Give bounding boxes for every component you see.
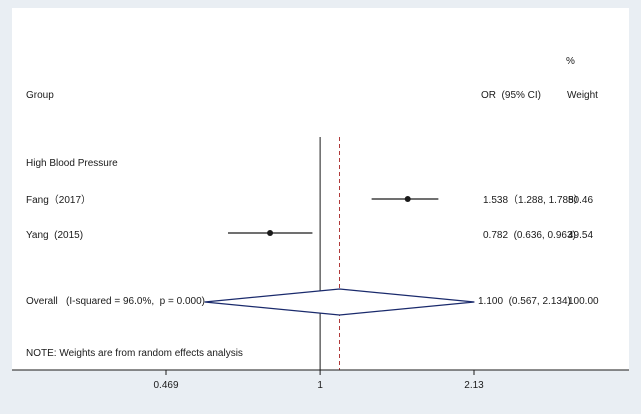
estimate-header: OR (95% CI): [481, 90, 541, 101]
overall-diamond: [204, 288, 475, 316]
study-label: Yang (2015): [26, 230, 83, 241]
study-ci-text: 0.782 (0.636, 0.963): [483, 230, 576, 241]
study-weight: 50.46: [568, 195, 593, 206]
study-ci-text: 1.538（1.288, 1.788）: [483, 194, 584, 206]
weight-header-percent: %: [566, 56, 575, 67]
x-axis-ticks: 0.469 1 2.13: [153, 370, 484, 391]
study-point: [267, 230, 274, 236]
footnote: NOTE: Weights are from random effects an…: [26, 348, 243, 359]
study-weight: 49.54: [568, 230, 593, 241]
subgroup-label: High Blood Pressure: [26, 158, 118, 169]
study-label: Fang（2017）: [26, 194, 91, 206]
x-tick-label: 0.469: [153, 380, 178, 391]
x-tick-label: 1: [317, 380, 323, 391]
overall-weight: 100.00: [568, 296, 599, 307]
group-header: Group: [26, 90, 54, 101]
study-point: [404, 196, 411, 202]
x-tick-label: 2.13: [464, 380, 484, 391]
weight-header: Weight: [567, 90, 598, 101]
overall-ci-text: 1.100 (0.567, 2.134): [478, 296, 571, 307]
overall-label: Overall (I-squared = 96.0%, p = 0.000): [26, 296, 205, 307]
